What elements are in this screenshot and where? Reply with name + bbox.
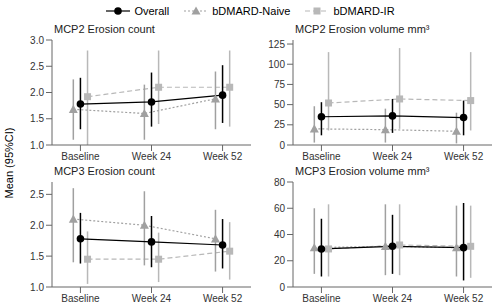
svg-text:1.5: 1.5 [30,250,44,261]
svg-text:40: 40 [274,229,286,240]
html-text:bDMARD-IR: bDMARD-IR [333,5,395,17]
svg-text:Baseline: Baseline [302,151,341,162]
svg-text:25: 25 [274,119,286,130]
svg-text:2.0: 2.0 [30,219,44,230]
svg-text:Week 52: Week 52 [444,151,484,162]
svg-text:50: 50 [274,99,286,110]
html-text:Mean (95%CI): Mean (95%CI) [3,127,15,199]
svg-text:1.0: 1.0 [30,281,44,292]
svg-text:2.5: 2.5 [30,188,44,199]
svg-text:Week 24: Week 24 [132,293,172,304]
svg-text:20: 20 [274,255,286,266]
svg-text:0: 0 [279,281,285,292]
html-text:MCP2 Erosion count: MCP2 Erosion count [54,23,155,35]
svg-text:60: 60 [274,202,286,213]
html-text:Overall: Overall [134,5,170,17]
svg-text:75: 75 [274,79,286,90]
svg-text:Week 52: Week 52 [203,151,243,162]
svg-text:0: 0 [279,140,285,151]
svg-text:3.0: 3.0 [30,36,44,46]
svg-text:80: 80 [274,178,286,188]
svg-text:100: 100 [268,59,285,70]
svg-text:Week 24: Week 24 [373,293,413,304]
svg-text:1.0: 1.0 [30,140,44,151]
svg-text:Baseline: Baseline [61,293,100,304]
html-text:MCP2 Erosion volume mm³: MCP2 Erosion volume mm³ [295,23,430,35]
svg-text:2.5: 2.5 [30,61,44,72]
svg-text:Week 24: Week 24 [373,151,413,162]
svg-text:2.0: 2.0 [30,87,44,98]
svg-text:1.5: 1.5 [30,113,44,124]
svg-text:Baseline: Baseline [302,293,341,304]
svg-text:Week 52: Week 52 [203,293,243,304]
svg-text:125: 125 [268,39,285,50]
html-text:MCP3 Erosion count: MCP3 Erosion count [54,164,155,177]
html-text:MCP3 Erosion volume mm³: MCP3 Erosion volume mm³ [295,164,430,177]
svg-text:Baseline: Baseline [61,151,100,162]
svg-text:Week 52: Week 52 [444,293,484,304]
svg-text:Week 24: Week 24 [132,151,172,162]
html-text:bDMARD-Naive: bDMARD-Naive [212,5,291,17]
